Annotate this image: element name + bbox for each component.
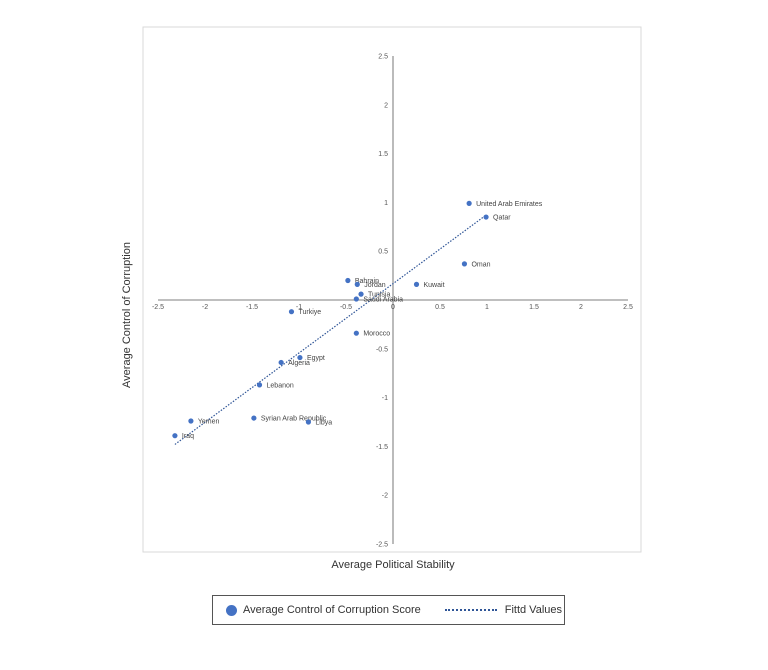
data-point xyxy=(353,296,359,302)
data-point xyxy=(288,309,295,315)
data-point-label: Algeria xyxy=(288,360,310,367)
data-point xyxy=(345,277,351,284)
x-tick-label: 2 xyxy=(579,304,583,311)
x-tick-label: 0 xyxy=(391,304,395,311)
data-point xyxy=(305,419,311,425)
y-tick-label: -2 xyxy=(382,493,388,500)
x-tick-label: 1 xyxy=(485,304,489,311)
x-axis-title: Average Political Stability xyxy=(331,559,455,571)
legend: Average Control of Corruption Score Fitt… xyxy=(212,595,565,625)
y-tick-label: 1 xyxy=(384,200,388,207)
data-point-label: Libya xyxy=(315,420,332,427)
data-point xyxy=(297,354,303,361)
data-point-label: Lebanon xyxy=(267,382,294,389)
x-tick-labels: -2.5 -2 -1.5 -1 -0.5 0 0.5 1 1.5 2 2.5 xyxy=(152,304,633,311)
x-tick-label: 2.5 xyxy=(623,304,633,311)
legend-label-scatter: Average Control of Corruption Score xyxy=(243,604,421,616)
y-axis-title: Average Control of Corruption xyxy=(121,242,133,388)
data-point-label: Turkiye xyxy=(298,309,321,316)
y-tick-label: -1.5 xyxy=(376,444,388,451)
legend-item-scatter: Average Control of Corruption Score xyxy=(213,604,421,616)
data-point xyxy=(256,382,263,388)
y-tick-label: 1.5 xyxy=(378,151,388,158)
x-tick-label: -2.5 xyxy=(152,304,164,311)
data-point xyxy=(172,433,178,439)
x-tick-label: 1.5 xyxy=(529,304,539,311)
data-point xyxy=(413,281,420,287)
data-point-label: Oman xyxy=(471,261,490,268)
plot-area xyxy=(142,26,642,553)
data-point xyxy=(251,415,257,421)
legend-marker-dot xyxy=(226,604,237,616)
legend-item-line: Fittd Values xyxy=(421,604,562,616)
data-point xyxy=(483,214,489,220)
data-point-label: Kuwait xyxy=(424,282,445,289)
fitted-values-line xyxy=(174,214,487,445)
y-tick-label: -0.5 xyxy=(376,346,388,353)
data-point-label: Morocco xyxy=(363,331,390,338)
data-point xyxy=(466,200,472,206)
data-point xyxy=(278,359,284,366)
data-point-label: Qatar xyxy=(493,215,511,222)
legend-label-line: Fittd Values xyxy=(504,604,563,616)
y-tick-label: -2.5 xyxy=(376,542,388,549)
data-point-label: Bahrain xyxy=(355,278,379,285)
y-tick-label: -1 xyxy=(382,395,388,402)
x-tick-label: -1.5 xyxy=(246,304,258,311)
x-tick-label: 0.5 xyxy=(435,304,445,311)
data-point-label: Tunisia xyxy=(368,292,390,299)
x-tick-label: -2 xyxy=(202,304,208,311)
data-point-label: Yemen xyxy=(198,419,220,426)
legend-marker-line xyxy=(444,609,497,611)
data-points: United Arab Emirates Qatar Oman Kuwait Bahra… xyxy=(172,200,543,440)
y-tick-labels: 2.5 2 1.5 1 0.5 -0.5 -1 -1.5 -2 -2.5 xyxy=(376,54,388,549)
y-tick-label: 2 xyxy=(384,102,388,109)
data-point-label: Iraq xyxy=(182,433,194,440)
data-point-label: Syrian Arab Republic xyxy=(261,416,327,423)
y-tick-label: 0.5 xyxy=(378,249,388,256)
data-point-label: Saudi Arabia xyxy=(363,297,403,304)
y-tick-label: 2.5 xyxy=(378,54,388,61)
data-point xyxy=(358,291,364,297)
x-tick-label: -1 xyxy=(296,304,302,311)
data-point xyxy=(188,418,194,424)
data-point-label: United Arab Emirates xyxy=(476,201,543,208)
x-tick-label: -0.5 xyxy=(340,304,352,311)
data-point-label: Egypt xyxy=(307,355,325,362)
data-point xyxy=(354,281,360,287)
data-point xyxy=(353,330,359,336)
data-point xyxy=(461,261,468,267)
data-point-label: Jordan xyxy=(364,282,386,289)
